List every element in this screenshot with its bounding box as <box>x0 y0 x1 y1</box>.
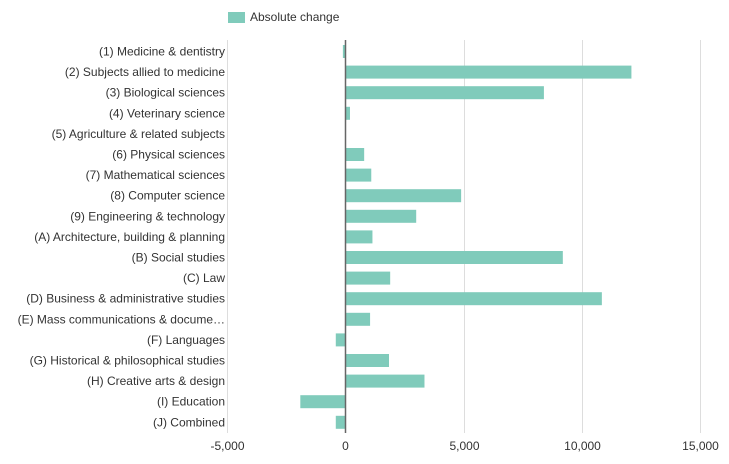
bar <box>345 168 372 182</box>
category-label: (9) Engineering & technology <box>70 209 225 223</box>
bar <box>345 292 602 306</box>
bar <box>345 271 391 285</box>
bar <box>335 415 346 429</box>
category-label: (1) Medicine & dentistry <box>99 45 225 59</box>
x-tick-label: 0 <box>342 439 349 453</box>
category-label: (D) Business & administrative studies <box>26 292 225 306</box>
bar <box>345 354 390 367</box>
category-label: (2) Subjects allied to medicine <box>65 65 225 79</box>
bar <box>345 312 371 326</box>
bars <box>300 45 632 429</box>
bar <box>345 374 425 388</box>
category-label: (H) Creative arts & design <box>87 374 225 388</box>
category-label: (J) Combined <box>153 415 225 429</box>
bar <box>345 230 373 244</box>
bar <box>345 251 563 264</box>
category-label: (4) Veterinary science <box>109 106 225 120</box>
category-label: (3) Biological sciences <box>106 86 225 100</box>
bar <box>335 333 346 347</box>
bar <box>345 86 544 100</box>
legend: Absolute change <box>228 10 339 24</box>
category-label: (5) Agriculture & related subjects <box>52 127 225 141</box>
category-label: (I) Education <box>157 395 225 409</box>
category-label: (6) Physical sciences <box>112 148 225 162</box>
bar <box>345 65 632 79</box>
legend-label: Absolute change <box>250 10 340 24</box>
category-label: (F) Languages <box>147 333 225 347</box>
bar <box>342 45 346 58</box>
category-label: (G) Historical & philosophical studies <box>30 354 225 368</box>
category-label: (8) Computer science <box>110 189 225 203</box>
bar <box>345 148 365 161</box>
category-label: (B) Social studies <box>132 251 225 265</box>
bar <box>300 395 346 409</box>
bar <box>345 106 350 120</box>
bar <box>345 209 417 223</box>
x-tick-label: 10,000 <box>564 439 601 453</box>
x-tick-label: 5,000 <box>449 439 479 453</box>
x-tick-label: -5,000 <box>210 439 244 453</box>
gridlines <box>227 40 701 433</box>
category-label: (A) Architecture, building & planning <box>34 230 225 244</box>
x-tick-labels: -5,000 0 5,000 10,000 15,000 <box>210 439 719 453</box>
category-label: (C) Law <box>183 271 225 285</box>
category-label: (E) Mass communications & docume… <box>18 312 225 326</box>
legend-swatch <box>228 11 245 23</box>
x-tick-label: 15,000 <box>682 439 719 453</box>
bar <box>345 189 462 203</box>
category-labels: (1) Medicine & dentistry (2) Subjects all… <box>18 45 226 430</box>
category-label: (7) Mathematical sciences <box>86 168 225 182</box>
